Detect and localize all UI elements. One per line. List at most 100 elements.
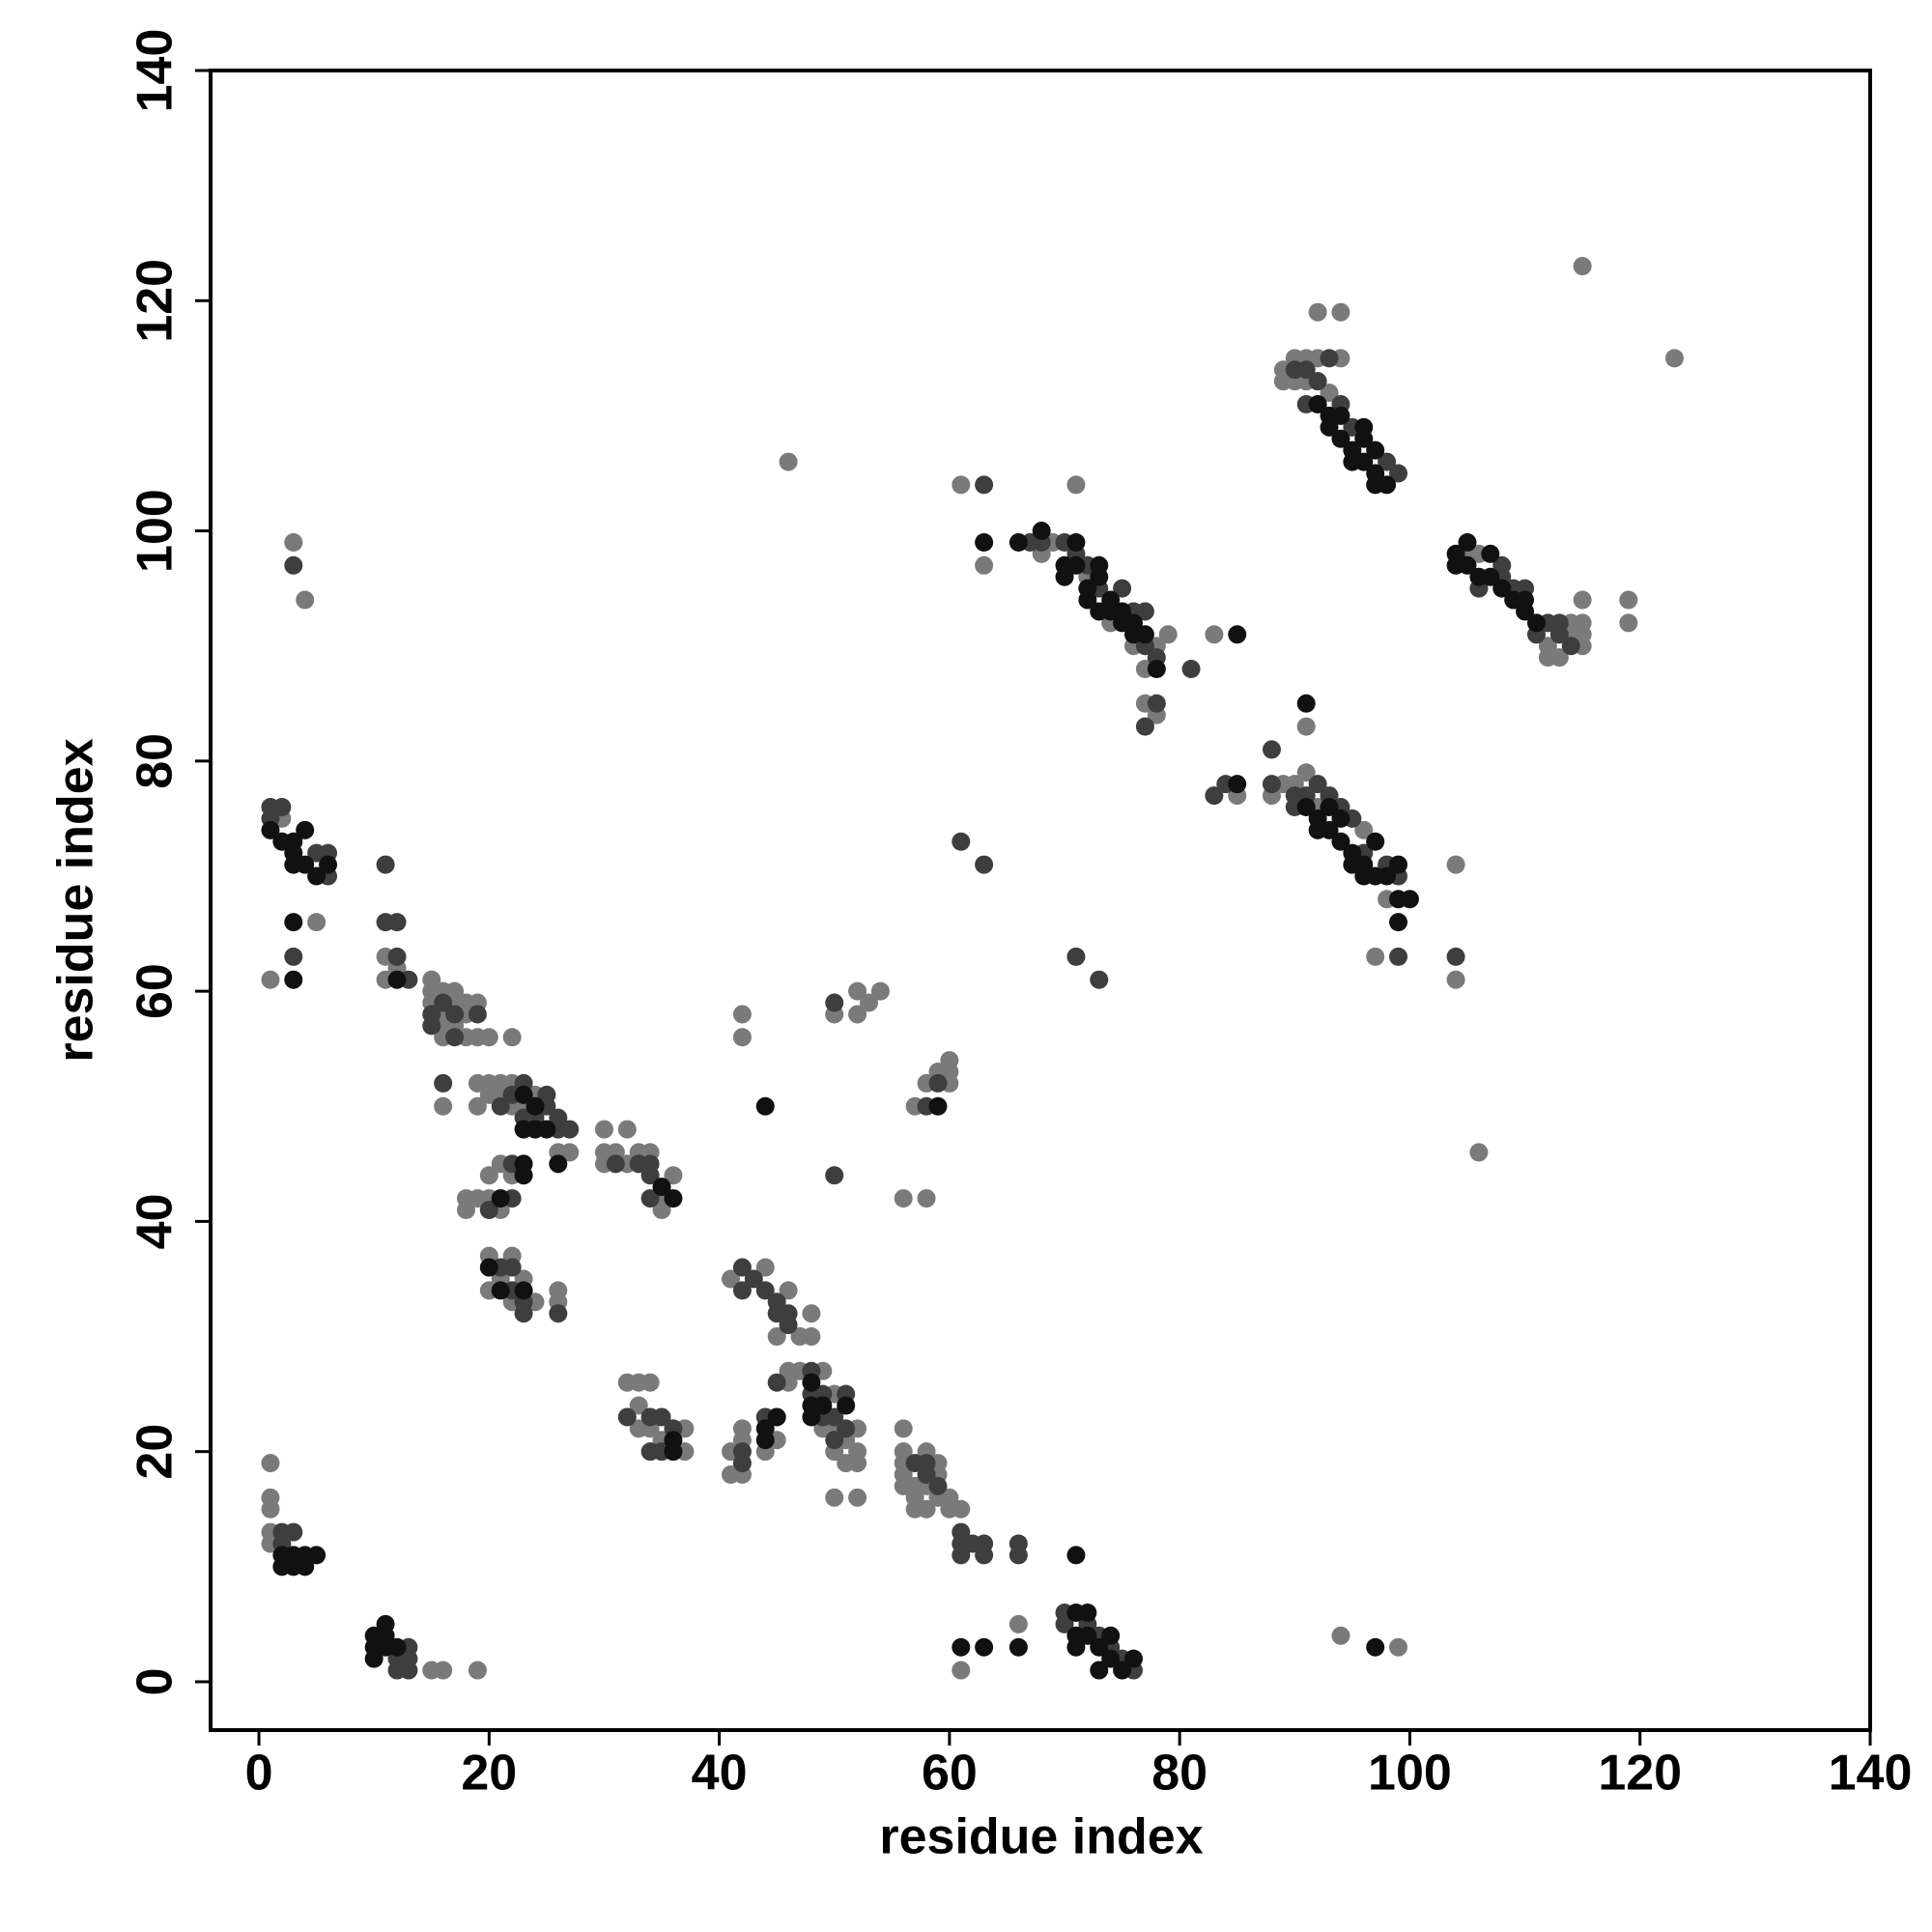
point xyxy=(1135,625,1154,644)
point xyxy=(975,1637,994,1657)
point xyxy=(479,1028,498,1047)
point xyxy=(502,1258,522,1277)
point xyxy=(640,1189,660,1208)
point xyxy=(261,1454,280,1473)
point xyxy=(952,475,971,495)
point xyxy=(1009,532,1028,552)
point xyxy=(652,1178,671,1197)
point xyxy=(1078,1626,1097,1645)
point xyxy=(779,1316,798,1335)
point xyxy=(722,1269,741,1289)
point xyxy=(468,1661,487,1680)
point xyxy=(261,970,280,989)
point xyxy=(629,1396,648,1415)
point xyxy=(848,1454,867,1473)
y-tick-label: 60 xyxy=(128,963,184,1019)
point xyxy=(1066,555,1086,575)
point xyxy=(1135,602,1154,621)
point xyxy=(1366,1637,1385,1657)
point xyxy=(1366,475,1385,495)
point xyxy=(928,1476,948,1495)
point xyxy=(1446,947,1465,966)
point xyxy=(1331,1626,1350,1645)
point xyxy=(894,1476,913,1495)
point xyxy=(387,1637,407,1657)
point xyxy=(975,1546,994,1565)
point xyxy=(284,832,303,851)
point xyxy=(848,981,867,1001)
point xyxy=(468,1005,487,1024)
point xyxy=(1308,372,1327,391)
point xyxy=(1101,1626,1121,1645)
point xyxy=(387,913,407,932)
point xyxy=(652,1407,671,1427)
point xyxy=(422,1016,441,1036)
point xyxy=(549,1154,568,1174)
point xyxy=(1147,660,1166,679)
point xyxy=(1181,660,1201,679)
point xyxy=(1320,384,1339,403)
point xyxy=(284,1522,303,1542)
point xyxy=(284,913,303,932)
point xyxy=(1354,820,1374,839)
point xyxy=(1135,717,1154,736)
point xyxy=(1113,579,1132,598)
point xyxy=(1090,602,1109,621)
point xyxy=(1101,1649,1121,1668)
point xyxy=(1331,832,1350,851)
point xyxy=(640,1373,660,1392)
y-tick-label: 20 xyxy=(128,1424,184,1480)
x-tick-label: 100 xyxy=(1368,1746,1452,1802)
point xyxy=(755,1258,775,1277)
point xyxy=(1320,820,1339,839)
point xyxy=(284,555,303,575)
point xyxy=(364,1649,384,1668)
point xyxy=(479,1258,498,1277)
point xyxy=(1389,855,1408,874)
point xyxy=(1066,1637,1086,1657)
point xyxy=(1113,1661,1132,1680)
point xyxy=(1308,395,1327,414)
point xyxy=(779,1281,798,1300)
point xyxy=(779,452,798,471)
point xyxy=(387,947,407,966)
point xyxy=(514,1085,533,1104)
point xyxy=(1320,417,1339,437)
point xyxy=(664,1189,683,1208)
point xyxy=(284,947,303,966)
point xyxy=(514,1281,533,1300)
point xyxy=(1090,970,1109,989)
point xyxy=(1055,567,1074,586)
point xyxy=(1331,429,1350,448)
point xyxy=(928,1073,948,1093)
point xyxy=(664,1166,683,1185)
point xyxy=(1331,809,1350,828)
point xyxy=(445,1005,465,1024)
point xyxy=(261,1499,280,1519)
point xyxy=(617,1120,637,1139)
point xyxy=(629,1419,648,1438)
point xyxy=(296,820,315,839)
point xyxy=(1458,555,1477,575)
point xyxy=(952,1661,971,1680)
point xyxy=(1389,913,1408,932)
point xyxy=(1516,590,1535,610)
y-tick-label: 120 xyxy=(128,259,184,343)
plot-frame xyxy=(209,69,1872,1732)
point xyxy=(560,1143,580,1162)
point xyxy=(1446,970,1465,989)
point xyxy=(975,855,994,874)
x-tick-label: 120 xyxy=(1598,1746,1682,1802)
point xyxy=(1078,1603,1097,1622)
point xyxy=(434,1073,453,1093)
point xyxy=(1526,613,1546,633)
x-tick-label: 60 xyxy=(922,1746,978,1802)
point xyxy=(975,475,994,495)
point xyxy=(399,1661,418,1680)
point xyxy=(1066,475,1086,495)
point xyxy=(1389,947,1408,966)
point xyxy=(1378,452,1397,471)
point xyxy=(767,1407,786,1427)
point xyxy=(1573,590,1592,610)
